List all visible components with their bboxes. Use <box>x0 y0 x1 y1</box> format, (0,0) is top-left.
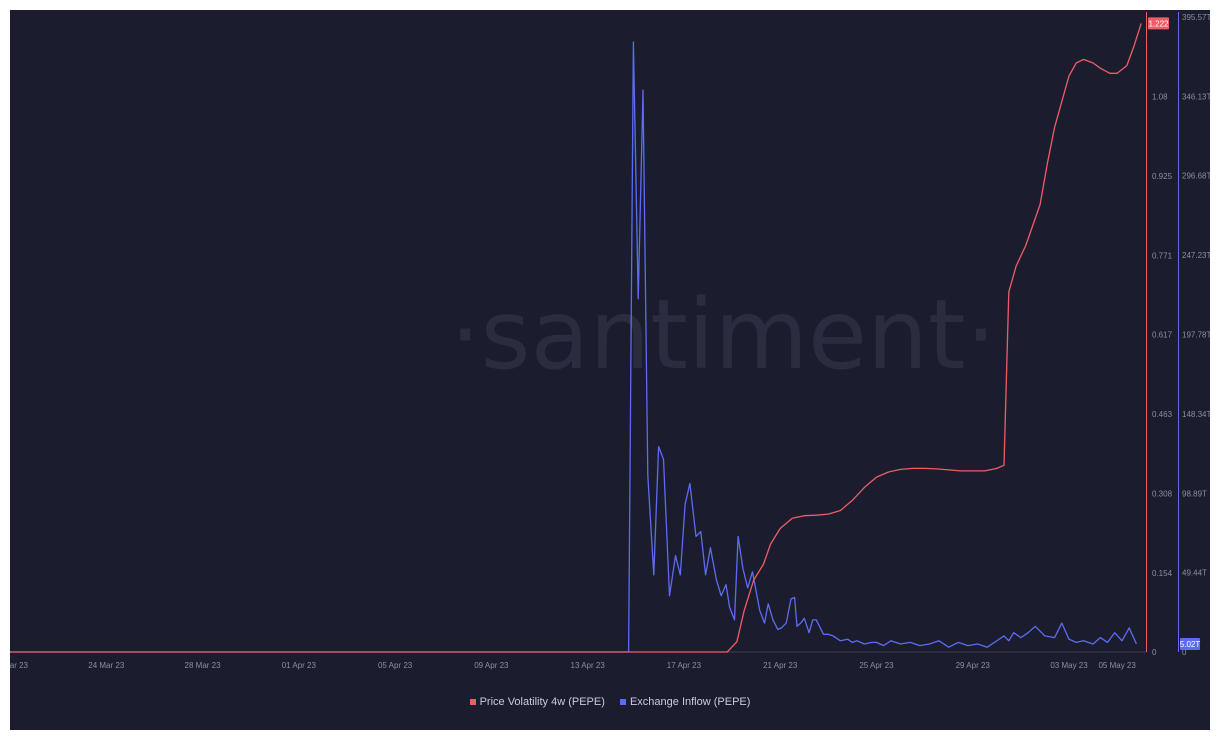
inflow-axis-tick: 197.78T <box>1182 331 1210 340</box>
inflow-axis-tick: 296.68T <box>1182 172 1210 181</box>
legend-swatch-inflow <box>619 699 626 706</box>
inflow-value-badge <box>1180 637 1200 650</box>
inflow-axis-tick: 49.44T <box>1182 569 1207 578</box>
inflow-series-line[interactable] <box>10 41 1137 653</box>
chart-canvas[interactable]: ·santiment· 20 Mar 23 24 Mar 23 28 Mar 23 0… <box>10 10 1210 730</box>
x-tick-label: 13 Apr 23 <box>571 661 606 670</box>
chart-legend: Price Volatility 4w (PEPE) Exchange Infl… <box>0 696 1220 708</box>
volatility-value-badge-text: 1.222 <box>1148 19 1169 28</box>
x-tick-label: 05 Apr 23 <box>378 661 413 670</box>
x-tick-label: 24 Mar 23 <box>88 661 125 670</box>
chart-panel: ·santiment· 20 Mar 23 24 Mar 23 28 Mar 23 0… <box>10 10 1210 730</box>
volatility-axis-tick: 0.771 <box>1152 251 1173 260</box>
x-tick-label: 03 May 23 <box>1050 661 1088 670</box>
inflow-axis-tick: 0 <box>1182 648 1187 657</box>
volatility-axis-tick: 1.08 <box>1152 92 1168 101</box>
x-tick-label: 28 Mar 23 <box>185 661 222 670</box>
legend-swatch-volatility <box>469 699 476 706</box>
inflow-axis-tick: 148.34T <box>1182 410 1210 419</box>
inflow-axis-tick: 346.13T <box>1182 92 1210 101</box>
legend-item-inflow[interactable]: Exchange Inflow (PEPE) <box>619 696 751 709</box>
inflow-axis-tick: 98.89T <box>1182 489 1207 498</box>
volatility-axis-tick: 0 <box>1152 648 1157 657</box>
inflow-value-badge-text: 5.02T <box>1180 640 1201 649</box>
legend-item-volatility[interactable]: Price Volatility 4w (PEPE) <box>469 696 605 709</box>
volatility-axis-tick: 0.154 <box>1152 569 1173 578</box>
x-tick-label: 25 Apr 23 <box>859 661 894 670</box>
x-tick-label: 29 Apr 23 <box>956 661 991 670</box>
legend-label-volatility: Price Volatility 4w (PEPE) <box>479 696 605 709</box>
watermark: ·santiment· <box>450 279 996 391</box>
legend-label-inflow: Exchange Inflow (PEPE) <box>629 696 751 709</box>
x-tick-label: 21 Apr 23 <box>763 661 798 670</box>
x-tick-label: 09 Apr 23 <box>474 661 509 670</box>
x-tick-label: 17 Apr 23 <box>667 661 702 670</box>
x-tick-label: 20 Mar 23 <box>10 661 29 670</box>
x-tick-label: 01 Apr 23 <box>282 661 317 670</box>
volatility-axis-tick: 0.925 <box>1152 172 1173 181</box>
inflow-axis-tick: 247.23T <box>1182 251 1210 260</box>
volatility-series-line[interactable] <box>10 23 1142 653</box>
inflow-axis-tick: 395.57T <box>1182 13 1210 22</box>
volatility-axis-tick: 0.463 <box>1152 410 1173 419</box>
volatility-value-badge <box>1148 17 1169 30</box>
x-tick-label: 05 May 23 <box>1098 661 1136 670</box>
volatility-axis-tick: 0.617 <box>1152 331 1173 340</box>
volatility-axis-tick: 0.308 <box>1152 490 1173 499</box>
